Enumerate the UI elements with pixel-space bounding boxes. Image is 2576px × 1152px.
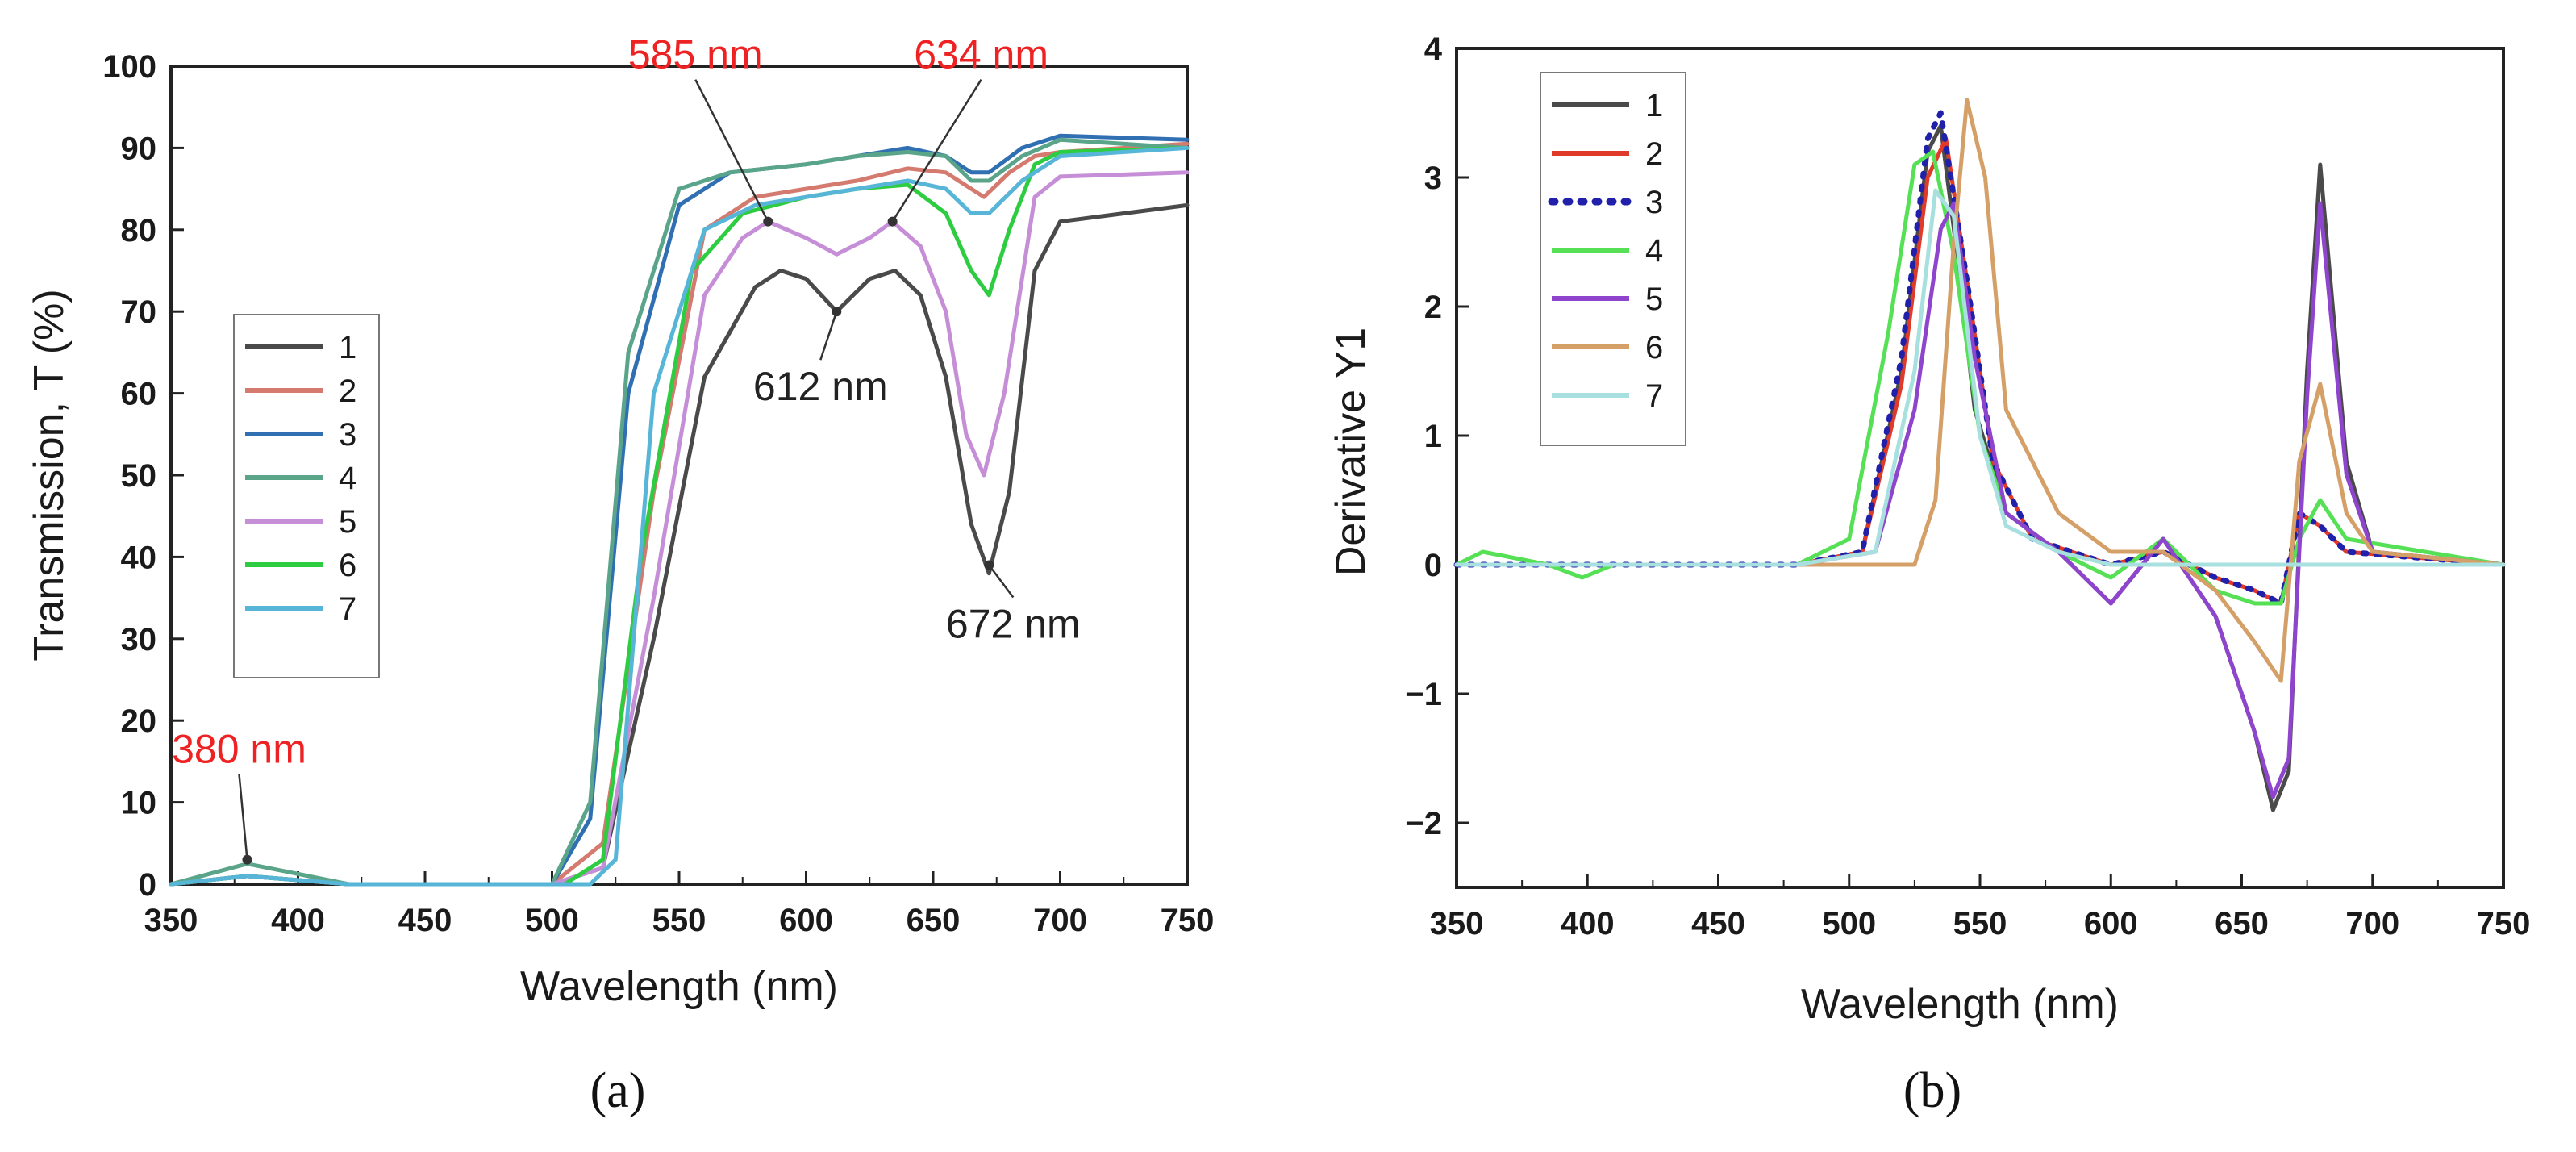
panel-a-x-tick-label: 400 bbox=[271, 903, 325, 938]
annotation-arrowhead bbox=[242, 854, 252, 865]
panel-a-legend-box bbox=[233, 314, 380, 678]
panel-b-x-tick-label: 450 bbox=[1691, 906, 1745, 941]
panel-a-x-tick-label: 350 bbox=[144, 903, 198, 938]
panel-a-x-tick-label: 750 bbox=[1161, 903, 1215, 938]
panel-a-y-tick-label: 40 bbox=[121, 540, 157, 575]
panel-b-x-tick-label: 400 bbox=[1561, 906, 1615, 941]
panel-b-x-tick-label: 350 bbox=[1430, 906, 1484, 941]
panel-a-series-5-line bbox=[169, 170, 1190, 887]
panel-a-y-tick-label: 30 bbox=[121, 622, 157, 657]
panel-b-series-6-line bbox=[1454, 98, 2506, 683]
panel-b-x-tick-label: 600 bbox=[2084, 906, 2138, 941]
panel-b-y-tick-label: −2 bbox=[1405, 806, 1442, 841]
panel-b-x-tick-label: 650 bbox=[2215, 906, 2269, 941]
annotation-arrow bbox=[891, 78, 982, 223]
panel-b-chart: 350 400 450 500 550 600 650 700 750 −2 −1 0 1 2 3 4 1 2 3… bbox=[1328, 31, 2530, 1118]
panel-a-legend-label-7: 7 bbox=[339, 591, 356, 627]
panel-b-x-axis-label: Wavelength (nm) bbox=[1801, 981, 2119, 1028]
panel-b-y-tick-label: −1 bbox=[1405, 677, 1442, 712]
panel-a-x-tick-label: 500 bbox=[525, 903, 579, 938]
panel-a-y-axis-label: Transmission, T (%) bbox=[26, 289, 73, 661]
panel-b-legend-label-7: 7 bbox=[1645, 378, 1663, 414]
panel-a-chart: 350 400 450 500 550 600 650 700 750 0 10 20 30 40 50 60… bbox=[26, 32, 1214, 1118]
panel-b-legend-label-2: 2 bbox=[1645, 136, 1663, 172]
panel-a-x-axis-label: Wavelength (nm) bbox=[520, 963, 838, 1010]
panel-b-y-tick-label: 3 bbox=[1424, 161, 1442, 196]
panel-b-legend-label-5: 5 bbox=[1645, 282, 1663, 317]
annotation-arrowhead bbox=[763, 216, 773, 227]
panel-a-legend-label-1: 1 bbox=[339, 330, 356, 365]
annotation-label: 634 nm bbox=[914, 32, 1048, 77]
panel-b-y-tick-label: 4 bbox=[1424, 31, 1443, 67]
panel-b-y-tick-label: 2 bbox=[1424, 290, 1442, 325]
panel-a-y-tick-label: 70 bbox=[121, 294, 157, 330]
panel-b-y-tick-label: 0 bbox=[1424, 548, 1442, 583]
annotation-label: 380 nm bbox=[172, 727, 306, 772]
panel-a-y-tick-label: 90 bbox=[121, 131, 157, 166]
annotation-arrowhead bbox=[887, 216, 898, 227]
panel-a-x-tick-label: 550 bbox=[652, 903, 707, 938]
panel-a-legend-label-2: 2 bbox=[339, 374, 356, 409]
panel-b-legend-label-4: 4 bbox=[1645, 233, 1663, 269]
panel-a-y-tick-label: 100 bbox=[102, 49, 156, 85]
panel-b-x-tick-label: 750 bbox=[2477, 906, 2531, 941]
panel-b-x-tick-label: 700 bbox=[2345, 906, 2399, 941]
annotation-arrowhead bbox=[832, 307, 842, 317]
panel-b-x-tick-label: 550 bbox=[1953, 906, 2007, 941]
panel-a-x-tick-label: 450 bbox=[398, 903, 452, 938]
panel-a-x-tick-label: 700 bbox=[1033, 903, 1087, 938]
panel-a-legend-label-4: 4 bbox=[339, 461, 356, 496]
annotation-label: 672 nm bbox=[946, 602, 1081, 647]
panel-b-y-tick-label: 1 bbox=[1424, 419, 1442, 454]
panel-a-x-tick-label: 650 bbox=[907, 903, 961, 938]
annotation-arrow bbox=[988, 564, 1015, 599]
panel-b-legend-label-1: 1 bbox=[1645, 88, 1663, 123]
panel-b-y-axis-label: Derivative Y1 bbox=[1328, 328, 1374, 576]
annotation-label: 612 nm bbox=[753, 364, 888, 409]
panel-a-y-tick-label: 50 bbox=[121, 458, 157, 494]
panel-a-x-tick-label: 600 bbox=[779, 903, 833, 938]
panel-b-series-5-line bbox=[1454, 201, 2506, 799]
panel-a-legend-label-5: 5 bbox=[339, 504, 356, 540]
panel-b-x-tick-label: 500 bbox=[1822, 906, 1876, 941]
annotation-arrow bbox=[694, 79, 769, 223]
annotation-arrow bbox=[238, 774, 248, 860]
annotation-arrow bbox=[819, 311, 838, 361]
panel-b-legend-label-3: 3 bbox=[1645, 185, 1663, 220]
panel-a-series-7-line bbox=[169, 145, 1190, 887]
panel-a-legend-label-6: 6 bbox=[339, 548, 356, 583]
panel-a-y-tick-label: 60 bbox=[121, 377, 157, 412]
panel-b-series-7-line bbox=[1454, 188, 2506, 567]
panel-a-y-tick-label: 0 bbox=[139, 867, 156, 903]
annotation-label: 585 nm bbox=[628, 32, 763, 77]
annotation-arrowhead bbox=[984, 560, 994, 570]
panel-b-legend-box bbox=[1540, 72, 1686, 446]
panel-b-legend-label-6: 6 bbox=[1645, 330, 1663, 365]
panel-a-label: (a) bbox=[590, 1063, 646, 1118]
panel-a-y-tick-label: 20 bbox=[121, 703, 157, 739]
panel-b-label: (b) bbox=[1903, 1063, 1961, 1118]
panel-a-legend-label-3: 3 bbox=[339, 417, 356, 453]
panel-a-y-tick-label: 10 bbox=[121, 786, 157, 821]
panel-a-y-tick-label: 80 bbox=[121, 213, 157, 248]
